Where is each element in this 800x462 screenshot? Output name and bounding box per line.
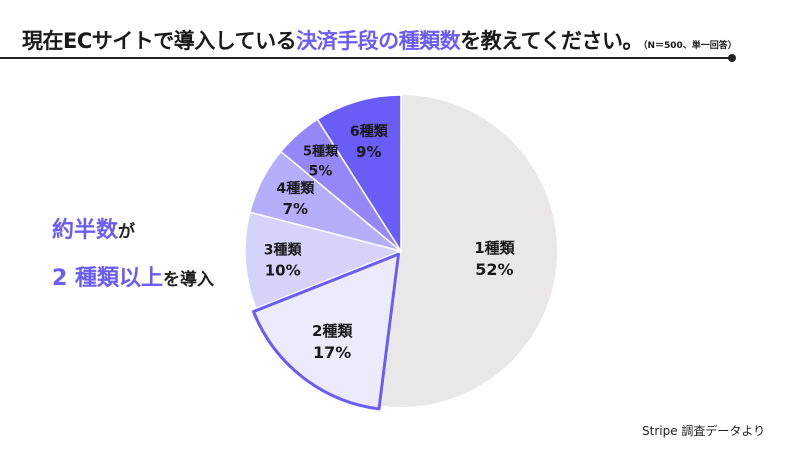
title-part1: 現在ECサイトで導入している bbox=[22, 29, 297, 53]
slice-value-five: 5% bbox=[309, 164, 333, 180]
slice-value-three: 10% bbox=[265, 261, 301, 279]
slice-label-four: 4種類 bbox=[276, 180, 315, 197]
pie-slice-two bbox=[252, 252, 401, 411]
slice-label-three: 3種類 bbox=[264, 241, 303, 258]
slice-label-six: 6種類 bbox=[350, 123, 389, 140]
pie-slice-three bbox=[244, 211, 402, 310]
side-annotation-line2: 2 種類以上を導入 bbox=[52, 260, 214, 292]
source-note: Stripe 調査データより bbox=[642, 424, 766, 438]
side-text-1: が bbox=[118, 222, 136, 242]
slice-value-one: 52% bbox=[475, 260, 513, 279]
slice-value-four: 7% bbox=[283, 200, 308, 218]
divider-end-dot bbox=[728, 54, 736, 62]
slice-label-one: 1種類 bbox=[474, 239, 515, 257]
title-divider bbox=[0, 57, 731, 59]
side-highlight-1: 約半数 bbox=[52, 218, 119, 243]
slice-value-two: 17% bbox=[313, 343, 351, 362]
side-annotation-line1: 約半数が bbox=[52, 212, 214, 244]
title-highlight: 決済手段の種類数 bbox=[296, 29, 461, 53]
slice-label-five: 5種類 bbox=[303, 144, 339, 160]
pie-slice-one bbox=[381, 95, 557, 407]
side-annotation: 約半数が 2 種類以上を導入 bbox=[52, 212, 214, 292]
slice-label-two: 2種類 bbox=[312, 322, 353, 340]
title-part2: を教えてください。 bbox=[460, 29, 643, 53]
sample-note: （N＝500、単一回答） bbox=[642, 41, 737, 51]
chart-title: 現在ECサイトで導入している決済手段の種類数を教えてください。（N＝500、単一… bbox=[22, 25, 737, 55]
slice-value-six: 9% bbox=[356, 143, 381, 161]
side-highlight-2: 2 種類以上 bbox=[52, 266, 163, 291]
side-text-2: を導入 bbox=[162, 270, 214, 290]
pie-slice-six bbox=[316, 94, 402, 252]
